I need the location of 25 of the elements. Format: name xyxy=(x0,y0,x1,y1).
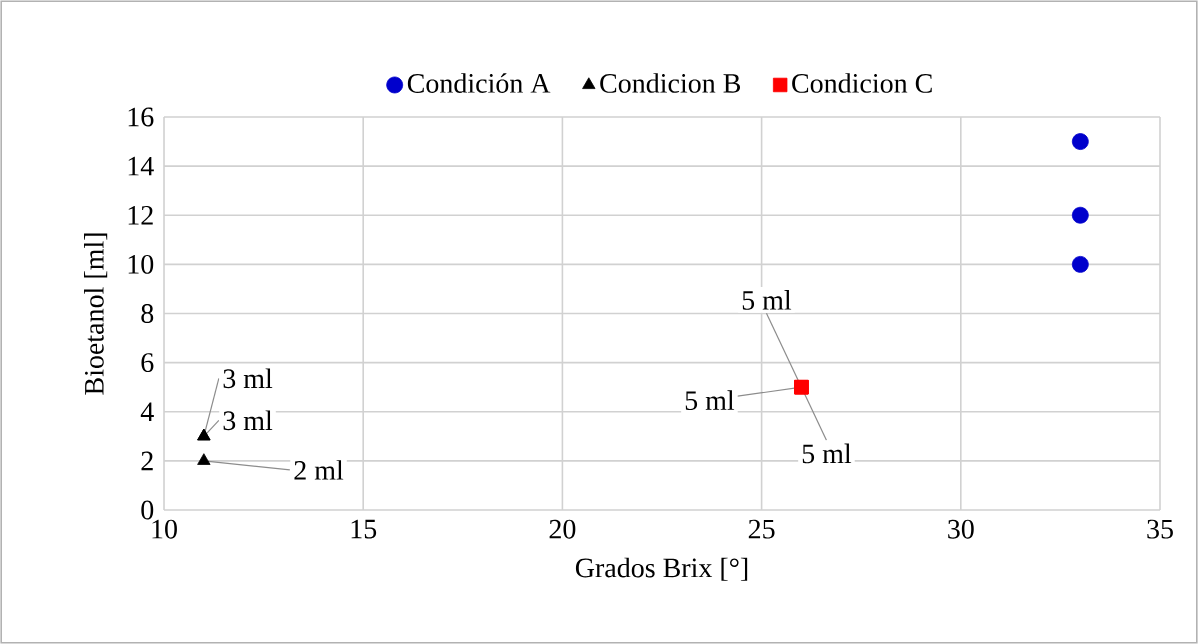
data-label: 5 ml xyxy=(742,290,792,310)
y-tick-label: 2 xyxy=(141,451,153,471)
data-label: 3 ml xyxy=(223,410,273,431)
y-tick-label: 14 xyxy=(128,156,154,176)
data-label: 5 ml xyxy=(685,390,735,411)
legend-label: Condición A xyxy=(407,73,551,93)
x-tick-label: 25 xyxy=(748,519,775,539)
y-tick-label: 4 xyxy=(140,402,154,421)
y-tick-label: 12 xyxy=(128,205,153,225)
x-tick-label: 20 xyxy=(549,519,576,539)
legend-label: Condicion B xyxy=(600,73,741,93)
legend-label: Condicion C xyxy=(792,73,932,93)
y-tick-label: 0 xyxy=(141,500,154,520)
x-tick-label: 35 xyxy=(1147,519,1173,539)
y-tick-label: 10 xyxy=(128,254,154,274)
y-tick-label: 6 xyxy=(141,353,154,373)
y-axis-title: Bioetanol [ml] xyxy=(84,233,108,395)
x-tick-label: 15 xyxy=(351,519,377,539)
y-tick-label: 8 xyxy=(141,304,154,323)
x-axis-title: Grados Brix [°] xyxy=(575,557,748,581)
data-label: 2 ml xyxy=(294,460,344,480)
data-label: 3 ml xyxy=(223,368,273,389)
y-tick-label: 16 xyxy=(128,107,154,127)
x-tick-label: 30 xyxy=(948,519,974,539)
data-label: 5 ml xyxy=(802,443,852,464)
